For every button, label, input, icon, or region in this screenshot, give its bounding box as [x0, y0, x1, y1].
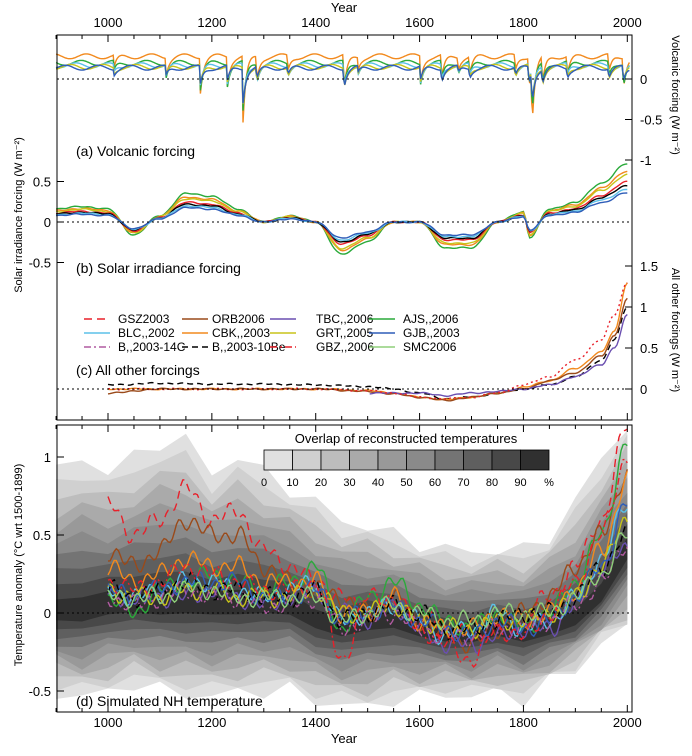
x-tick-label-top: 2000 [613, 15, 642, 30]
other-forcing-line-B,,2003-10Be [107, 306, 628, 400]
series-lines [55, 53, 631, 668]
other-forcing-line-TBC,,2006 [369, 313, 628, 398]
temperature-y-tick-label: 0.5 [33, 528, 51, 543]
lower-frame [56, 424, 633, 713]
legend: GSZ2003 ORB2006 TBC,,2006 AJS,,2006 BLC,,200… [84, 312, 460, 354]
legend-label: B,,2003-10Be [212, 340, 286, 354]
other-y-tick-label: 1 [640, 300, 647, 315]
x-tick-label-top: 1400 [301, 15, 330, 30]
volcanic-axis-title: Volcanic forcing (W m⁻²) [669, 35, 681, 155]
panel-b-label: (b) Solar irradiance forcing [76, 260, 241, 276]
overlap-scale-box [320, 449, 350, 471]
legend-label: CBK,,2003 [212, 326, 270, 340]
labels: 1000100012001200140014001600160018001800… [13, 0, 681, 746]
overlap-scale-box [434, 449, 464, 471]
panel-c-label: (c) All other forcings [76, 362, 200, 378]
solar-axis-title: Solar irradiance forcing (W m⁻²) [13, 137, 25, 293]
x-tick-label-top: 1200 [197, 15, 226, 30]
legend-label: TBC,,2006 [316, 312, 374, 326]
legend-label: GSZ2003 [118, 312, 170, 326]
axes [55, 34, 633, 713]
legend-label: B,,2003-14C [118, 340, 186, 354]
solar-y-tick-label: -0.5 [29, 256, 51, 271]
overlap-scale-label: 50 [400, 477, 412, 489]
overlap-scale-box [377, 449, 407, 471]
overlap-scale-label: 20 [315, 477, 327, 489]
overlap-scale-label: 70 [457, 477, 469, 489]
temperature-y-tick-label: 1 [44, 450, 51, 465]
x-tick-label-bottom: 1600 [405, 715, 434, 730]
other-forcing-line-GSZ2003 [107, 282, 628, 400]
legend-label: BLC,,2002 [118, 326, 175, 340]
overlap-scale-label: 60 [429, 477, 441, 489]
x-tick-label-top: 1000 [94, 15, 123, 30]
legend-label: ORB2006 [212, 312, 265, 326]
overlap-scale-label: 0 [261, 477, 267, 489]
temperature-y-tick-label: -0.5 [29, 684, 51, 699]
panel-a-label: (a) Volcanic forcing [76, 143, 195, 159]
x-tick-label-bottom: 1200 [197, 715, 226, 730]
overlap-scale-label: % [544, 477, 554, 489]
volcanic-y-tick-label: -1 [640, 153, 652, 168]
volcanic-y-tick-label: -0.5 [640, 113, 662, 128]
volcanic-line-GJB,,2003 [55, 64, 630, 104]
overlap-scale-box [520, 449, 550, 471]
other-forcing-line-ORB2006 [107, 297, 628, 402]
overlap-scale-label: 10 [286, 477, 298, 489]
x-tick-label-bottom: 2000 [613, 715, 642, 730]
x-tick-label-top: 1800 [509, 15, 538, 30]
other-y-tick-label: 0.5 [640, 341, 658, 356]
other-axis-title: All other forcings (W m⁻²) [669, 268, 681, 392]
volcanic-y-tick-label: 0 [640, 72, 647, 87]
legend-label: GBZ,,2006 [316, 340, 374, 354]
temperature-line-GBZ,,2006 [107, 458, 628, 668]
overlap-scale-label: 40 [372, 477, 384, 489]
overlap-scale-box [491, 449, 521, 471]
legend-label: GRT,,2005 [316, 326, 373, 340]
solar-line-CBK,,2003 [56, 170, 628, 252]
upper-frame [56, 34, 633, 421]
temperature-y-tick-label: 0 [44, 606, 51, 621]
overlap-scale-label: 80 [486, 477, 498, 489]
overlap-scale-label: 30 [343, 477, 355, 489]
x-axis-title-bottom: Year [331, 731, 358, 746]
overlap-scale-label: 90 [514, 477, 526, 489]
x-axis-title-top: Year [331, 0, 358, 15]
temperature-line-B,,2003-14C [107, 546, 628, 648]
solar-line-BLC,,2002 [55, 188, 628, 241]
x-tick-label-bottom: 1800 [509, 715, 538, 730]
temperature-line-ORB2006 [107, 469, 628, 654]
legend-label: AJS,,2006 [403, 312, 459, 326]
panel-d-label: (d) Simulated NH temperature [76, 693, 263, 709]
overlap-scale-box [292, 449, 322, 471]
overlap-scale-box [349, 449, 379, 471]
overlap-scale-title: Overlap of reconstructed temperatures [295, 431, 518, 446]
overlap-scale-box [463, 449, 493, 471]
temperature-axis-title: Temperature anomaly (°C wrt 1500-1899) [13, 464, 25, 667]
solar-line-GSZ2003 [56, 180, 628, 246]
solar-y-tick-label: 0.5 [33, 175, 51, 190]
solar-y-tick-label: 0 [44, 215, 51, 230]
x-tick-label-bottom: 1400 [301, 715, 330, 730]
temperature-line-B,,2003-10Be [107, 523, 628, 641]
overlap-scale-box [263, 449, 293, 471]
x-tick-label-bottom: 1000 [94, 715, 123, 730]
solar-line-GJB,,2003 [55, 192, 628, 239]
legend-label: SMC2006 [403, 340, 457, 354]
solar-line-B,,2003-10Be [56, 184, 628, 243]
overlap-scale-box [406, 449, 436, 471]
x-tick-label-top: 1600 [405, 15, 434, 30]
other-y-tick-label: 1.5 [640, 259, 658, 274]
legend-label: GJB,,2003 [403, 326, 460, 340]
other-y-tick-label: 0 [640, 382, 647, 397]
temperature-line-GSZ2003 [107, 428, 628, 644]
